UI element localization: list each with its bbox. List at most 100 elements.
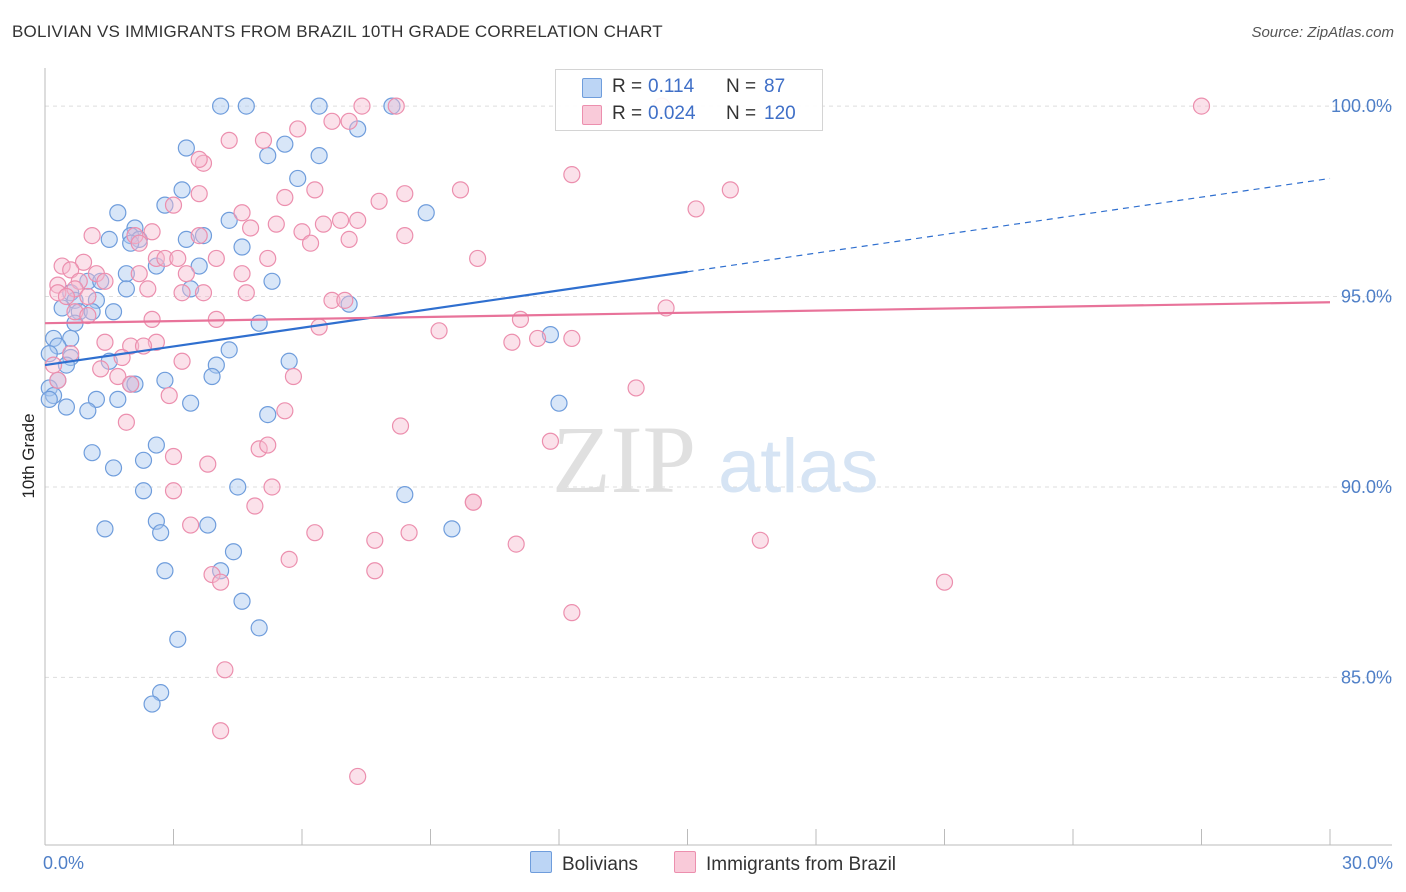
brazil-point: [451, 181, 470, 199]
brazil-point: [323, 112, 341, 130]
brazil-point: [96, 272, 114, 290]
brazil-point: [190, 226, 208, 245]
bolivians-point: [169, 630, 187, 648]
bolivians-trend-extension: [687, 177, 1331, 273]
brazil-point: [751, 531, 769, 549]
legend-n-label: N =: [726, 103, 757, 124]
brazil-point: [49, 371, 67, 389]
brazil-point: [259, 436, 277, 454]
brazil-point: [53, 257, 71, 275]
bolivians-point: [259, 147, 277, 165]
brazil-point: [49, 284, 67, 302]
brazil-point: [246, 497, 264, 515]
brazil-point: [366, 531, 384, 549]
bottom-legend-bolivians: Bolivians: [530, 851, 638, 876]
brazil-point: [57, 287, 76, 306]
bolivians-point: [182, 394, 200, 412]
bolivians-point: [152, 684, 170, 702]
x-tick-label: 30.0%: [1342, 853, 1393, 873]
brazil-point: [139, 280, 157, 298]
y-tick-label: 100.0%: [1331, 96, 1392, 116]
bolivians-point: [152, 524, 170, 542]
bolivians-point: [126, 375, 144, 393]
brazil-point: [164, 482, 183, 500]
bolivians-point: [263, 272, 281, 290]
bolivians-point: [220, 211, 238, 229]
brazil-point: [263, 478, 281, 496]
legend-n-value: 120: [764, 103, 796, 124]
brazil-point: [464, 493, 482, 511]
brazil-point: [79, 287, 97, 306]
brazil-point: [237, 284, 255, 302]
brazil-point: [340, 112, 358, 130]
brazil-point: [164, 196, 183, 214]
brazil-point: [400, 524, 418, 542]
brazil-point: [396, 226, 414, 245]
bolivians-point: [190, 257, 208, 275]
brazil-point: [507, 535, 525, 553]
brazil-point: [563, 166, 581, 184]
brazil-point: [289, 120, 307, 138]
bolivians-point: [396, 485, 414, 504]
brazil-point: [276, 402, 294, 420]
bolivians-point: [220, 341, 238, 359]
y-tick-label: 85.0%: [1341, 667, 1392, 687]
bolivians-point: [310, 97, 328, 115]
brazil-point: [220, 131, 238, 149]
bolivians-point: [57, 398, 76, 416]
bolivians-point: [276, 135, 294, 153]
brazil-point: [79, 306, 97, 325]
brazil-point: [370, 192, 388, 210]
bolivians-point: [280, 352, 298, 370]
brazil-point: [430, 322, 448, 340]
legend-r-label: R =: [612, 103, 643, 124]
bolivians-point: [147, 436, 165, 454]
bottom-legend-label: Immigrants from Brazil: [706, 854, 897, 875]
brazil-point: [83, 226, 101, 245]
bolivians-point: [100, 230, 118, 248]
brazil-point: [62, 261, 80, 279]
legend-r-value: 0.114: [648, 76, 695, 97]
bolivians-point: [134, 451, 153, 469]
brazil-point: [503, 333, 521, 351]
brazil-point: [349, 767, 367, 786]
bolivians-point: [199, 516, 217, 534]
brazil-point: [541, 432, 560, 450]
bolivians-point: [79, 402, 97, 420]
bolivians-point: [237, 97, 255, 115]
x-tick-label: 0.0%: [43, 853, 84, 873]
bolivians-point: [229, 478, 247, 496]
bolivians-point: [83, 444, 101, 462]
brazil-point: [353, 97, 371, 115]
brazil-point: [62, 345, 80, 363]
bolivians-point: [156, 371, 174, 389]
brazil-point: [331, 211, 350, 229]
brazil-point: [267, 215, 285, 233]
bottom-legend-swatch-blue: [530, 851, 552, 873]
bolivians-point: [117, 265, 135, 283]
brazil-point: [182, 516, 200, 534]
brazil-point: [293, 223, 311, 241]
bolivians-point: [109, 204, 127, 222]
brazil-point: [935, 573, 954, 591]
brazil-point: [276, 188, 294, 207]
bolivians-point: [109, 390, 127, 408]
brazil-point: [323, 291, 341, 309]
brazil-point: [687, 200, 705, 218]
brazil-point: [212, 722, 230, 740]
legend-n-value: 87: [764, 76, 786, 97]
bolivians-point: [143, 695, 161, 713]
brazil-point: [349, 211, 367, 229]
bolivians-point: [289, 169, 307, 188]
brazil-point: [1192, 97, 1211, 115]
brazil-point: [207, 249, 225, 268]
bolivians-point: [250, 619, 268, 637]
bolivians-point: [250, 314, 268, 332]
axis-labels: 85.0% 90.0% 95.0% 100.0% 0.0% 30.0% 10th Grade: [19, 96, 1393, 873]
bolivians-point: [417, 204, 435, 222]
brazil-point: [336, 291, 354, 309]
brazil-point: [233, 265, 251, 283]
brazil-point: [164, 447, 183, 466]
brazil-point: [92, 360, 110, 378]
brazil-point: [563, 604, 581, 622]
